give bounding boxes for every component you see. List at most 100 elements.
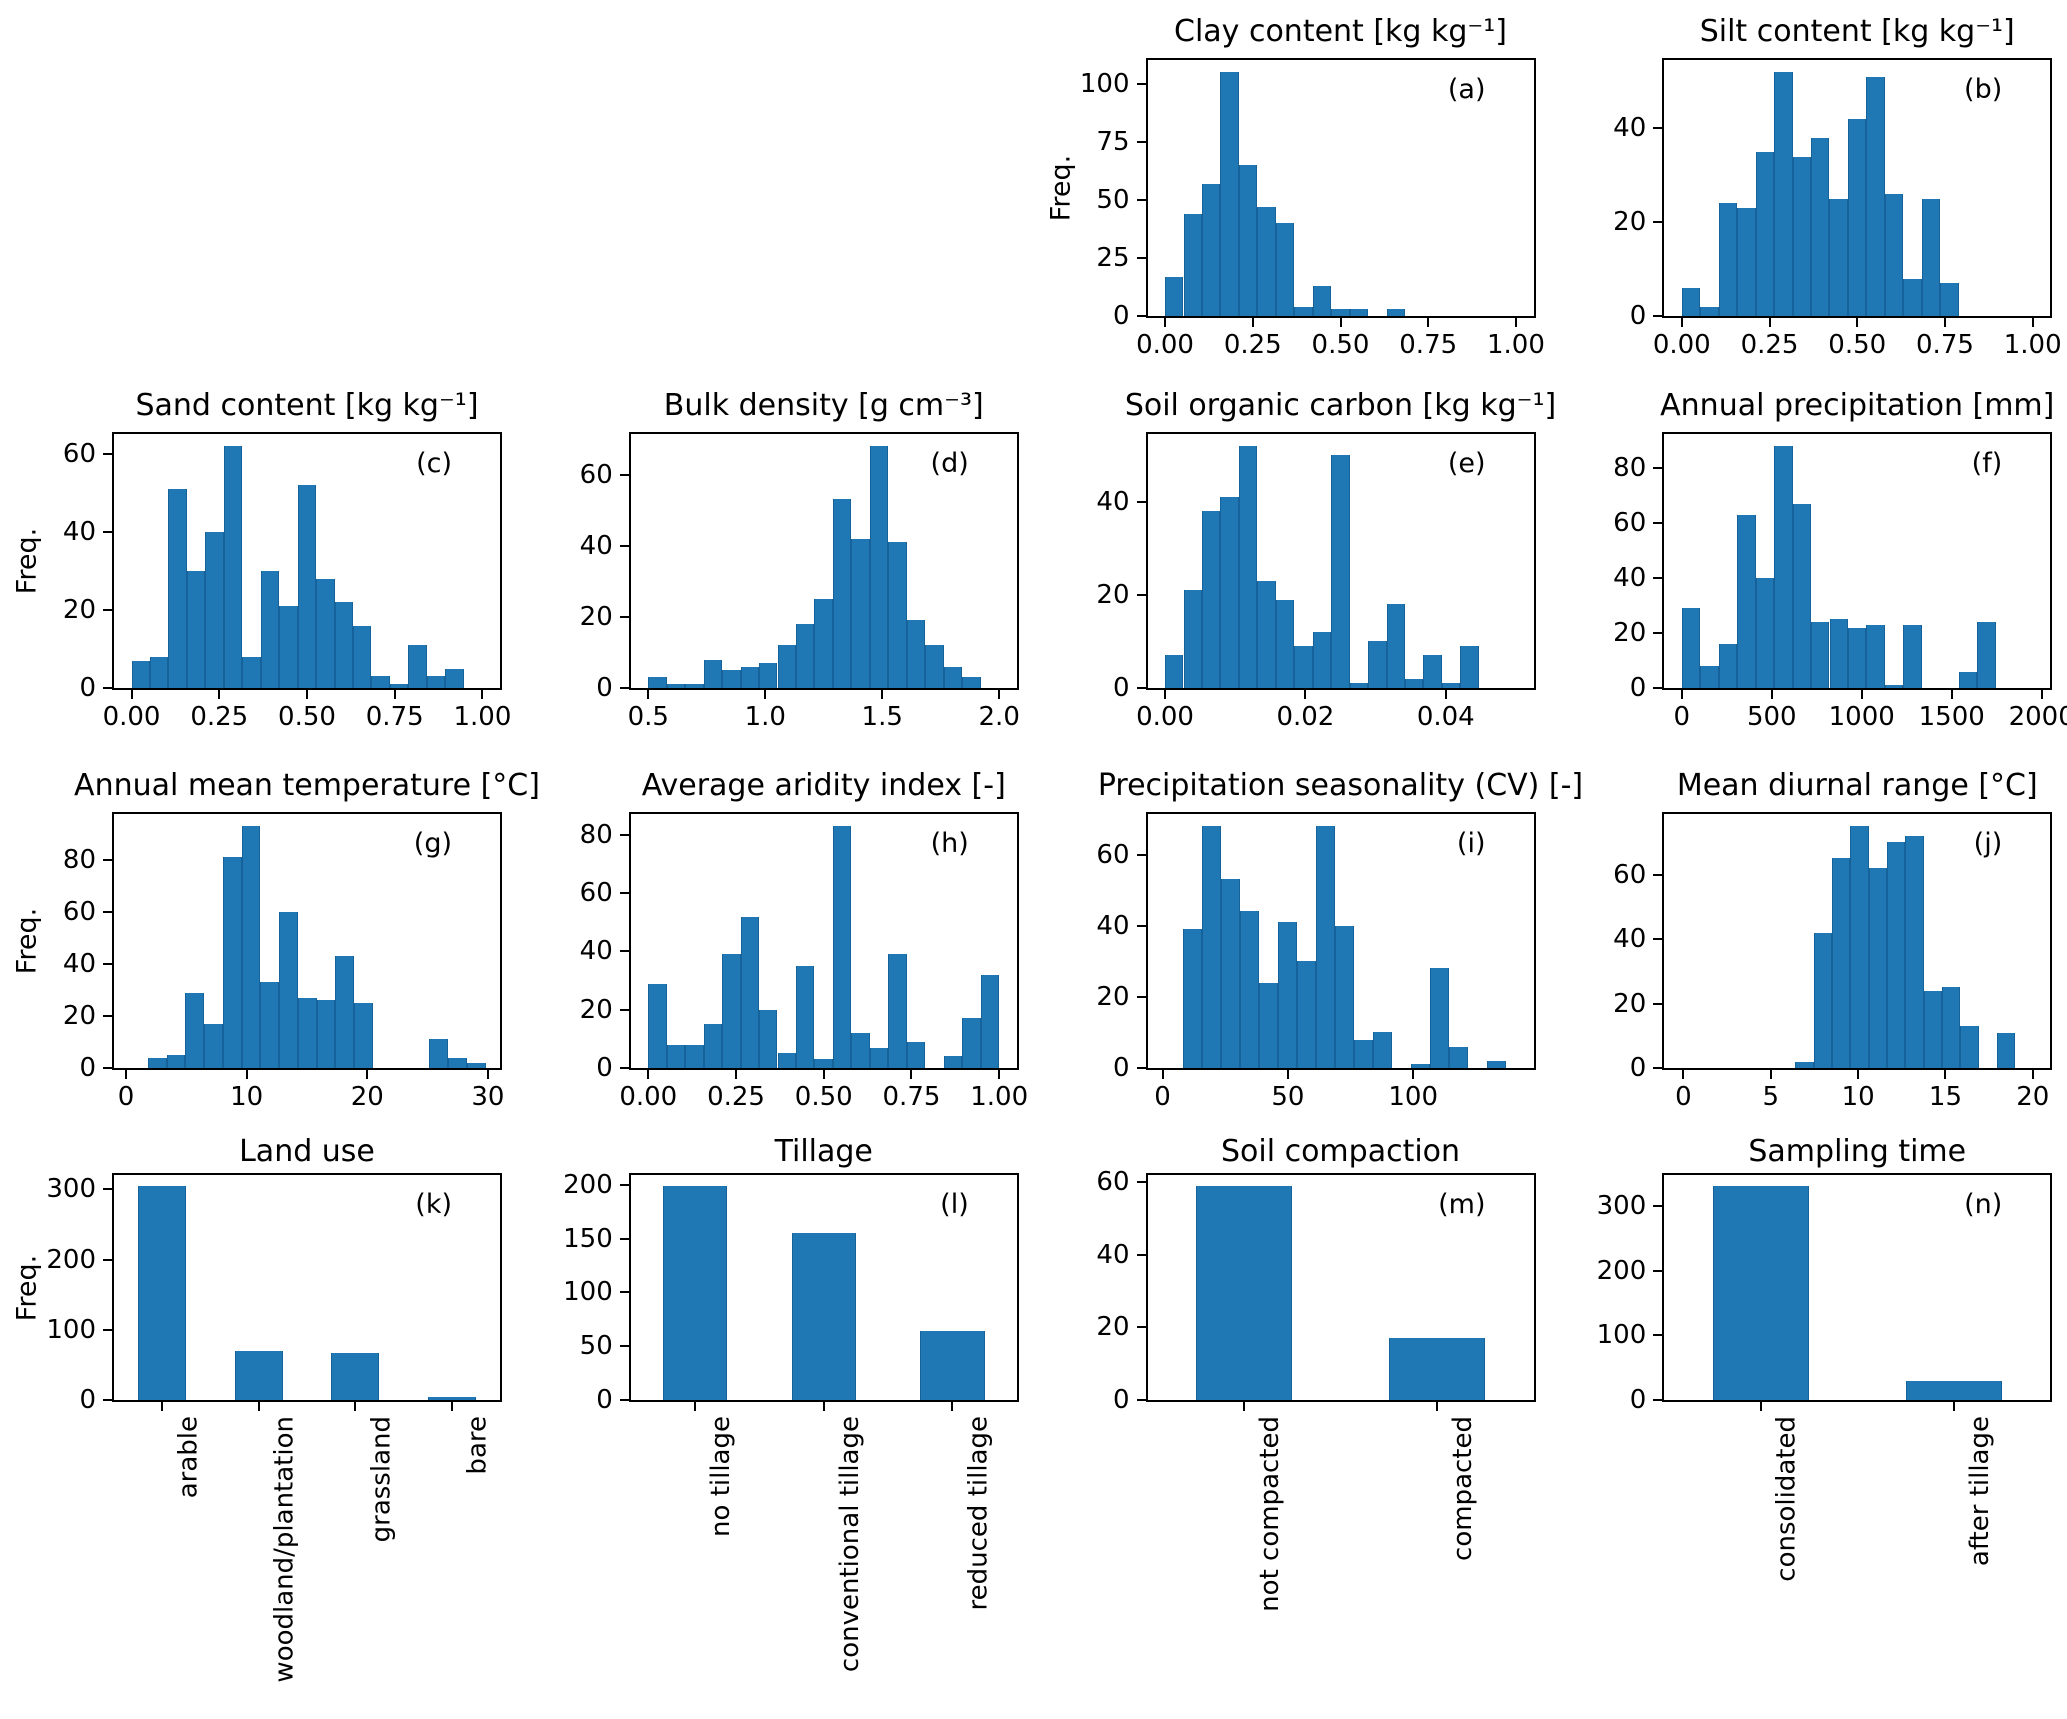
histogram-bar [851, 538, 870, 688]
x-tick-label: 100 [1388, 1082, 1438, 1112]
histogram-bar [1850, 826, 1869, 1068]
y-tick-mark [1653, 315, 1663, 317]
histogram-bar [204, 1023, 223, 1068]
histogram-bar [1441, 683, 1461, 688]
subplot-title: Soil compaction [1220, 1134, 1461, 1169]
axes-l [628, 1173, 1019, 1402]
histogram-bar [260, 570, 280, 688]
x-tick-label: 20 [350, 1082, 384, 1112]
histogram-bar [795, 966, 815, 1068]
histogram-bar [1996, 1032, 2016, 1068]
x-tick-label: 0.25 [190, 702, 249, 732]
x-tick-label: 1.00 [2003, 330, 2062, 360]
x-category-label: reduced tillage [963, 1416, 994, 1611]
histogram-bar [353, 625, 372, 688]
panel-label: (a) [1447, 74, 1486, 105]
panel-label: (g) [413, 828, 452, 859]
x-tick-mark [2040, 690, 2043, 699]
category-bar [1905, 1380, 2002, 1400]
histogram-bar [371, 676, 390, 688]
y-tick-mark [103, 1258, 112, 1261]
x-category-label: no tillage [706, 1416, 737, 1537]
x-tick-mark [393, 690, 396, 699]
x-tick-mark [822, 1402, 825, 1411]
y-tick-label: 40 [1613, 113, 1647, 144]
histogram-bar [1238, 446, 1258, 688]
y-tick-label: 60 [62, 438, 96, 469]
histogram-bar [1831, 858, 1851, 1068]
histogram-bar [334, 602, 354, 688]
histogram-bar [1349, 683, 1369, 688]
histogram-bar [1165, 276, 1184, 316]
histogram-bar [1700, 666, 1719, 688]
y-tick-mark [619, 1008, 629, 1011]
axes-i [1145, 812, 1536, 1070]
histogram-bar [222, 857, 242, 1068]
histogram-bar [1449, 1046, 1469, 1068]
y-tick-label: 20 [1096, 579, 1130, 610]
y-tick-label: 40 [579, 936, 613, 967]
histogram-bar [943, 1056, 963, 1068]
subplot-j-cell: Mean diurnal range [°C] (j) 0 20 40 60 0 5 10 15 2… [1550, 750, 2067, 1130]
histogram-bar [1755, 578, 1775, 688]
histogram-bar [795, 623, 815, 688]
subplot-b-cell: Silt content [kg kg⁻¹] (b) 0 20 40 0.00 0.25 0.… [1550, 0, 2067, 370]
x-tick-mark [764, 690, 767, 699]
x-tick-mark [481, 690, 484, 699]
y-tick-label: 60 [1096, 839, 1130, 870]
subplot-title: Annual precipitation [mm] [1660, 388, 2055, 423]
histogram-bar [1940, 283, 1959, 316]
histogram-bar [1183, 590, 1202, 688]
x-tick-mark [218, 690, 221, 699]
category-bar [234, 1350, 283, 1400]
histogram-bar [1905, 835, 1924, 1068]
histogram-bar [685, 1044, 704, 1068]
x-tick-mark [1943, 318, 1946, 327]
axes-e [1145, 432, 1536, 690]
subplot-n-cell: Sampling time (n) 0 100 200 300 consolidated af… [1550, 1130, 2067, 1719]
x-tick-label: 0.00 [1136, 702, 1194, 732]
x-category-label: woodland/plantation [270, 1416, 300, 1683]
y-tick-label: 100 [563, 1277, 613, 1308]
panel-label: (i) [1456, 828, 1486, 859]
histogram-bar [466, 1062, 486, 1068]
y-tick-mark [619, 615, 629, 618]
subplot-title: Sand content [kg kg⁻¹] [135, 388, 479, 423]
x-tick-mark [694, 1402, 697, 1411]
x-tick-label: 0.00 [102, 702, 161, 732]
y-tick-mark [103, 963, 112, 965]
empty-cell [517, 0, 1034, 370]
x-tick-mark [1444, 690, 1447, 699]
histogram-bar [1829, 619, 1848, 688]
y-tick-label: 300 [1596, 1191, 1647, 1222]
x-tick-mark [647, 690, 650, 699]
histogram-bar [1294, 306, 1313, 316]
y-tick-mark [1136, 687, 1146, 689]
y-tick-label: 20 [1613, 988, 1647, 1019]
x-category-label: conventional tillage [835, 1416, 865, 1673]
y-tick-label: 100 [46, 1314, 96, 1345]
y-tick-label: 0 [79, 673, 96, 703]
x-tick-mark [1251, 318, 1254, 327]
histogram-bar [648, 983, 667, 1068]
histogram-bar [147, 1057, 167, 1068]
histogram-bar [925, 645, 944, 688]
x-tick-label: 30 [471, 1082, 505, 1112]
histogram-bar [297, 997, 317, 1068]
x-tick-mark [1769, 1070, 1772, 1079]
x-tick-mark [998, 1070, 1001, 1079]
histogram-bar [962, 1018, 981, 1068]
y-tick-mark [1136, 924, 1146, 927]
x-tick-mark [1856, 318, 1859, 327]
subplot-title: Average aridity index [-] [641, 768, 1006, 803]
x-tick-mark [130, 690, 133, 699]
panel-label: (k) [415, 1189, 452, 1220]
histogram-bar [166, 1055, 186, 1068]
histogram-bar [1373, 1032, 1393, 1068]
histogram-bar [1737, 514, 1756, 688]
x-tick-mark [1768, 318, 1771, 327]
histogram-bar [832, 499, 852, 688]
y-tick-mark [1136, 1253, 1146, 1256]
histogram-bar [666, 684, 686, 688]
